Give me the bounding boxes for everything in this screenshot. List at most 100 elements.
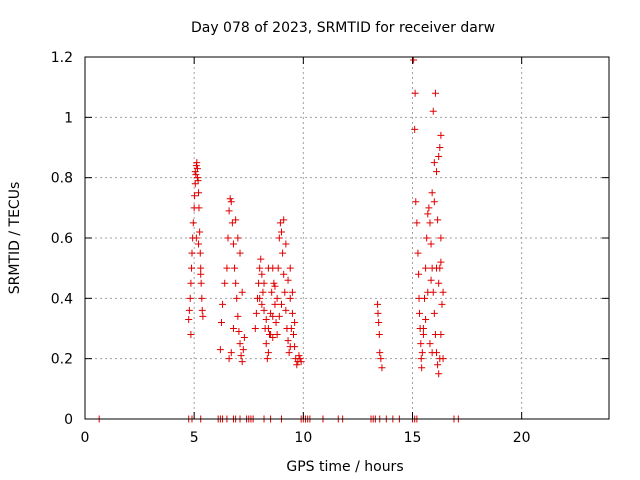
data-point [274,264,282,272]
data-point [240,334,248,342]
y-tick-label: 0.8 [51,171,73,187]
data-point [284,337,292,345]
y-tick-label: 0.2 [51,352,73,368]
data-point [270,279,278,287]
data-point [229,325,237,332]
data-point [260,279,268,287]
data-point [187,331,195,339]
data-point [191,192,199,200]
data-point [288,288,296,296]
data-point [426,340,434,348]
grid-lines [85,57,609,419]
data-point [192,234,200,242]
data-point [236,249,244,257]
data-point [188,249,196,257]
data-point [428,189,436,197]
data-point [195,204,203,212]
data-point [288,309,296,317]
data-point [285,349,293,357]
data-point [228,219,236,227]
data-point [239,346,247,354]
data-point [426,219,434,227]
data-point [189,219,197,227]
data-point [280,270,288,278]
data-point [196,249,204,257]
data-point [231,264,239,272]
data-point [377,355,385,363]
data-point [258,270,266,278]
data-point [185,315,193,323]
data-point [286,264,294,272]
data-point [224,234,232,242]
data-point [194,177,202,185]
data-point [256,264,264,272]
data-point [198,294,206,302]
data-point [196,228,204,236]
data-point [193,174,201,182]
data-point [195,189,203,197]
data-point [413,219,421,227]
data-point [419,331,427,339]
data-point [418,349,426,357]
data-point [197,270,205,278]
data-point [259,288,267,296]
data-point [435,370,443,378]
data-point [273,331,281,339]
data-point [282,306,290,314]
data-point [429,107,437,115]
data-point [256,294,264,302]
axis-ticks: 0 5 10 15 20 0 0.2 0.4 0.6 0.8 1 1.2 [51,50,609,446]
data-point [229,240,237,248]
data-point [227,198,235,206]
data-point [425,204,433,212]
data-point [439,288,447,296]
data-point [437,234,445,242]
data-points [95,56,462,423]
y-axis-label: SRMTID / TECUs [7,182,23,295]
data-point [233,294,241,302]
data-point [269,312,277,320]
data-point [281,288,289,296]
data-point [410,56,418,64]
data-point [430,159,438,167]
data-point [431,89,439,97]
data-point [286,294,294,302]
data-point [232,216,240,224]
data-point [421,294,429,302]
data-point [251,325,259,332]
data-point [434,216,442,224]
data-point [238,358,246,366]
data-point [424,288,432,296]
data-point [235,328,243,336]
x-tick-label: 0 [81,430,90,446]
data-point [193,159,201,167]
data-point [238,288,246,296]
y-tick-label: 1 [64,110,73,126]
data-point [296,355,304,363]
data-point [422,315,430,323]
data-point [271,282,279,290]
data-point [234,234,242,242]
data-point [237,352,245,360]
data-point [374,309,382,317]
data-point [197,264,205,272]
data-point [293,361,301,369]
data-point [199,312,207,320]
data-point [424,210,432,218]
data-point [279,249,287,257]
data-point [291,318,299,326]
data-point [187,279,195,287]
data-point [226,195,234,203]
data-point [280,216,288,224]
data-point [411,125,419,133]
data-point [268,288,276,296]
data-point [427,276,435,284]
data-point [271,300,279,308]
data-point [437,331,445,339]
data-point [291,343,299,351]
data-point [378,364,386,372]
data-point [437,131,445,139]
data-point [227,349,235,357]
data-point [415,270,423,278]
